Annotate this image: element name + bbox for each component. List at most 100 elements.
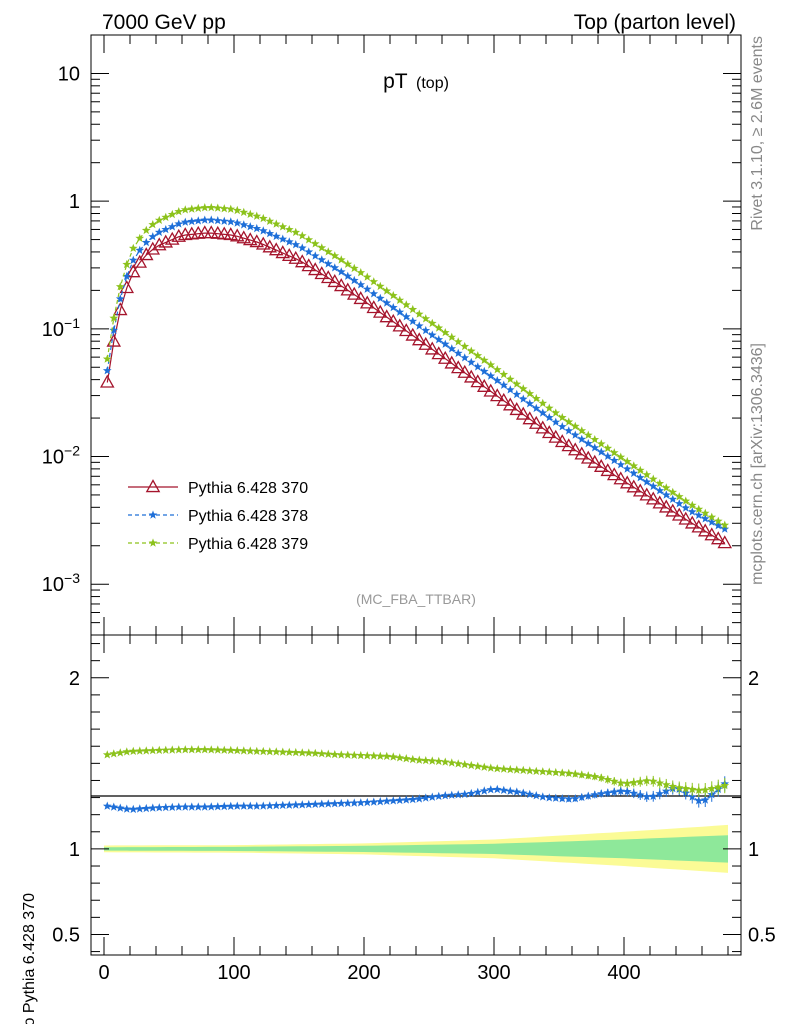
header-left-label: 7000 GeV pp: [102, 11, 226, 34]
data-point: [707, 512, 717, 521]
ratio-point: [551, 793, 561, 802]
data-point: [570, 421, 580, 431]
data-point: [151, 237, 167, 251]
data-point: [567, 442, 583, 456]
ratio-point: [629, 788, 639, 797]
ratio-point: [161, 802, 171, 812]
legend: Pythia 6.428 370 Pythia 6.428 378 Pythia 6…: [128, 479, 308, 553]
ratio-point: [291, 800, 301, 809]
data-point: [307, 262, 323, 276]
ratio-y-tick-label-left: 1: [69, 839, 80, 861]
data-point: [271, 219, 281, 228]
data-point: [525, 399, 535, 408]
data-point: [200, 203, 210, 212]
data-point: [522, 411, 538, 425]
ratio-point: [635, 790, 645, 799]
data-point: [632, 483, 648, 497]
data-point: [353, 291, 369, 305]
data-point: [226, 217, 236, 226]
y-tick-label: 1: [69, 191, 80, 213]
data-point: [466, 357, 476, 367]
ratio-point: [596, 773, 606, 782]
data-point: [141, 225, 151, 235]
data-point: [145, 241, 161, 255]
data-point: [635, 465, 645, 475]
data-point: [574, 446, 590, 460]
ratio-point: [206, 802, 216, 811]
data-point: [538, 408, 548, 417]
ratio-point: [440, 757, 450, 766]
ratio-point: [447, 758, 457, 767]
ratio-point: [713, 782, 723, 791]
ratio-point: [141, 746, 151, 755]
ratio-point: [694, 796, 704, 805]
data-point: [528, 415, 544, 429]
data-point: [421, 314, 431, 323]
ratio-point: [226, 801, 236, 810]
data-point: [180, 205, 190, 214]
data-point: [671, 507, 687, 521]
data-point: [483, 383, 499, 397]
data-point: [174, 207, 184, 216]
ratio-point: [271, 747, 281, 756]
data-point: [219, 216, 229, 225]
ratio-point: [128, 746, 138, 755]
ratio-point: [297, 748, 307, 757]
ratio-point: [356, 750, 366, 760]
ratio-point: [265, 747, 275, 756]
ratio-point: [609, 776, 619, 785]
data-point: [219, 204, 229, 213]
ratio-point: [362, 751, 372, 760]
data-point: [473, 362, 483, 371]
ratio-point: [375, 797, 385, 806]
data-point: [551, 417, 561, 426]
data-point: [135, 245, 145, 255]
data-point: [249, 234, 265, 248]
data-point: [258, 226, 268, 235]
ratio-y-axis-label: Ratio to Pythia 6.428 370: [21, 893, 38, 1024]
data-point: [707, 517, 717, 526]
ratio-point: [635, 777, 645, 786]
data-point: [366, 300, 382, 314]
ratio-point: [564, 768, 574, 778]
ratio-point: [525, 766, 535, 775]
data-point: [710, 531, 726, 545]
data-point: [577, 434, 587, 444]
data-point: [557, 413, 567, 422]
data-point: [596, 439, 606, 448]
ratio-point: [369, 797, 379, 806]
data-point: [648, 481, 658, 491]
data-point: [258, 213, 268, 223]
data-point: [437, 350, 453, 364]
data-point: [109, 325, 119, 335]
ratio-point: [700, 795, 710, 804]
data-point: [499, 369, 509, 379]
data-point: [453, 348, 463, 357]
band-inner: [104, 835, 728, 863]
data-point: [596, 447, 606, 456]
data-point: [447, 344, 457, 353]
data-point: [590, 443, 600, 452]
data-point: [645, 491, 661, 505]
data-point: [609, 448, 619, 457]
data-point: [102, 354, 112, 363]
ratio-point: [252, 801, 262, 810]
ratio-line: [107, 749, 725, 791]
data-point: [492, 365, 502, 374]
data-point: [362, 284, 372, 293]
legend-label: Pythia 6.428 370: [188, 480, 308, 497]
data-point: [284, 237, 294, 246]
data-point: [544, 403, 554, 412]
ratio-point: [720, 781, 730, 790]
data-point: [502, 397, 518, 411]
data-point: [213, 203, 223, 212]
data-point: [577, 426, 587, 435]
ratio-point: [440, 791, 450, 800]
ratio-point: [525, 789, 535, 799]
main-title-subscript: (top): [416, 75, 449, 92]
y-tick-label-exponent: −2: [64, 443, 80, 459]
data-point: [375, 293, 385, 303]
ratio-point: [661, 780, 671, 789]
data-point: [476, 378, 492, 392]
data-point: [301, 258, 317, 272]
